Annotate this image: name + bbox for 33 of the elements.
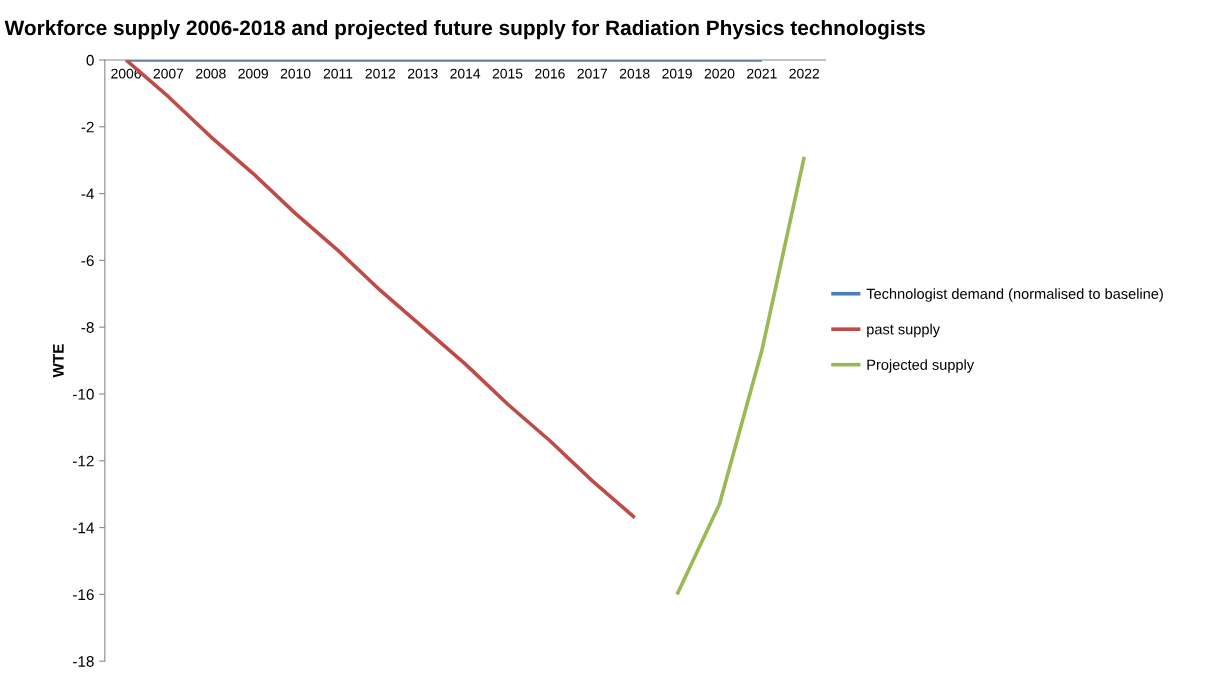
y-tick-label: -2 xyxy=(81,121,94,133)
y-tick-label: -10 xyxy=(73,388,94,400)
x-tick-label: 2016 xyxy=(535,68,565,79)
x-tick-label: 2022 xyxy=(789,68,819,79)
line-series xyxy=(675,155,807,597)
legend-label: Projected supply xyxy=(867,359,975,373)
y-tick-label: -14 xyxy=(73,522,94,534)
x-tick-label: 2009 xyxy=(238,68,268,79)
y-tick-label: -18 xyxy=(73,656,94,667)
x-tick-label: 2012 xyxy=(365,68,396,79)
x-tick-label: 2006 xyxy=(111,68,141,79)
chart-title: Workforce supply 2006-2018 and projected future supply for Radiation Physics technologists xyxy=(4,19,925,40)
y-tick-label: -4 xyxy=(81,188,94,200)
x-tick-label: 2019 xyxy=(662,68,692,79)
x-tick-label: 2018 xyxy=(619,68,650,79)
y-tick-label: -6 xyxy=(81,255,94,267)
legend-label: past supply xyxy=(867,323,940,338)
x-tick-label: 2010 xyxy=(280,68,311,79)
x-tick-label: 2007 xyxy=(153,68,184,79)
x-tick-label: 2011 xyxy=(323,68,353,79)
legend-label: Technologist demand (normalised to baseline) xyxy=(866,288,1163,302)
x-tick-label: 2015 xyxy=(492,68,523,79)
x-tick-label: 2013 xyxy=(407,68,438,79)
y-axis-title: WTE xyxy=(53,344,64,378)
x-tick-label: 2021 xyxy=(747,68,777,79)
x-tick-label: 2017 xyxy=(577,68,608,79)
y-tick-label: -12 xyxy=(73,455,94,467)
x-tick-label: 2008 xyxy=(196,68,226,79)
x-tick-label: 2020 xyxy=(704,68,735,79)
y-tick-label: -8 xyxy=(81,322,94,333)
x-tick-label: 2014 xyxy=(450,68,481,79)
y-tick-label: -16 xyxy=(73,589,94,601)
y-tick-label: 0 xyxy=(86,54,94,66)
